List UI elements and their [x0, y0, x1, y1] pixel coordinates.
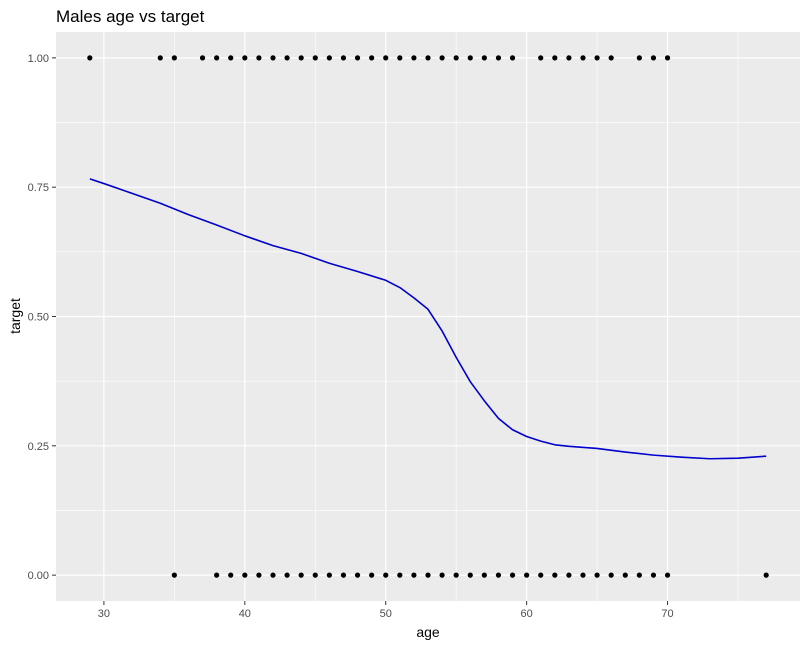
point-target-0-0	[171, 572, 177, 578]
point-target-1-33	[650, 55, 657, 61]
point-target-1-1	[157, 55, 163, 61]
point-target-0-10	[340, 572, 347, 578]
point-target-1-8	[270, 55, 276, 61]
x-tick-label-3: 60	[521, 608, 533, 620]
point-target-0-7	[298, 572, 304, 578]
point-target-0-33	[664, 572, 671, 578]
point-target-1-21	[453, 55, 459, 61]
point-target-0-22	[509, 572, 516, 578]
point-target-0-32	[650, 572, 657, 578]
point-target-0-9	[326, 572, 332, 578]
point-target-0-24	[538, 572, 544, 578]
point-target-0-26	[566, 572, 572, 578]
point-target-1-34	[664, 55, 671, 61]
point-target-1-0	[87, 55, 93, 61]
y-axis-title: target	[7, 298, 23, 334]
y-tick-label-2: 0.50	[28, 312, 49, 324]
point-target-1-3	[199, 55, 206, 61]
point-target-1-26	[538, 55, 544, 61]
point-target-1-9	[284, 55, 290, 61]
point-target-0-4	[256, 572, 262, 578]
point-target-1-7	[256, 55, 262, 61]
y-tick-label-1: 0.25	[28, 441, 49, 453]
point-target-1-22	[467, 55, 473, 61]
point-target-1-30	[594, 55, 600, 61]
point-target-1-20	[439, 55, 445, 61]
point-target-1-16	[383, 55, 389, 61]
x-tick-label-1: 40	[239, 608, 251, 620]
point-target-1-28	[566, 55, 572, 61]
point-target-0-18	[453, 572, 459, 578]
point-target-0-6	[284, 572, 290, 578]
smooth-trend-line	[89, 178, 767, 460]
y-axis: 0.00 0.25 0.50 0.75 1.00	[28, 53, 56, 582]
x-axis: 30 40 50 60 70	[98, 601, 674, 620]
y-tick-label-3: 0.75	[28, 182, 49, 194]
point-target-0-27	[580, 572, 586, 578]
point-target-1-10	[298, 55, 304, 61]
y-tick-label-0: 0.00	[28, 570, 49, 582]
smooth-line-layer	[89, 178, 767, 460]
point-target-0-16	[425, 572, 431, 578]
point-target-0-14	[397, 572, 403, 578]
point-target-0-29	[608, 572, 614, 578]
point-target-1-14	[354, 55, 361, 61]
point-target-0-11	[354, 572, 361, 578]
point-target-1-2	[171, 55, 177, 61]
point-target-0-21	[495, 572, 502, 578]
point-target-0-34	[763, 572, 769, 578]
point-target-1-27	[552, 55, 558, 61]
point-target-0-2	[228, 572, 234, 578]
point-target-0-15	[411, 572, 417, 578]
point-target-1-24	[495, 55, 502, 61]
x-tick-label-4: 70	[661, 608, 673, 620]
y-tick-label-4: 1.00	[28, 53, 49, 65]
point-target-1-19	[425, 55, 431, 61]
point-target-1-32	[636, 55, 642, 61]
point-target-0-25	[552, 572, 558, 578]
x-axis-title: age	[416, 624, 440, 640]
point-target-1-5	[228, 55, 234, 61]
point-target-1-15	[369, 55, 375, 61]
point-target-1-17	[397, 55, 403, 61]
point-target-0-13	[383, 572, 389, 578]
point-target-0-19	[467, 572, 473, 578]
x-tick-label-0: 30	[98, 608, 110, 620]
point-target-1-11	[312, 55, 318, 61]
point-target-0-12	[369, 572, 375, 578]
point-target-1-12	[326, 55, 332, 61]
point-target-0-23	[524, 572, 530, 578]
points-layer	[87, 55, 769, 578]
point-target-0-17	[439, 572, 445, 578]
point-target-1-6	[242, 55, 248, 61]
x-tick-label-2: 50	[380, 608, 392, 620]
point-target-1-29	[580, 55, 586, 61]
point-target-0-30	[622, 572, 628, 578]
point-target-1-4	[214, 55, 220, 61]
point-target-1-25	[509, 55, 516, 61]
point-target-0-31	[636, 572, 642, 578]
point-target-0-8	[312, 572, 318, 578]
point-target-0-28	[594, 572, 600, 578]
point-target-1-31	[608, 55, 614, 61]
chart-title: Males age vs target	[56, 7, 205, 26]
point-target-0-1	[214, 572, 220, 578]
point-target-1-23	[481, 55, 487, 61]
point-target-0-20	[481, 572, 487, 578]
point-target-1-18	[411, 55, 417, 61]
point-target-0-5	[270, 572, 276, 578]
point-target-0-3	[242, 572, 248, 578]
point-target-1-13	[340, 55, 347, 61]
